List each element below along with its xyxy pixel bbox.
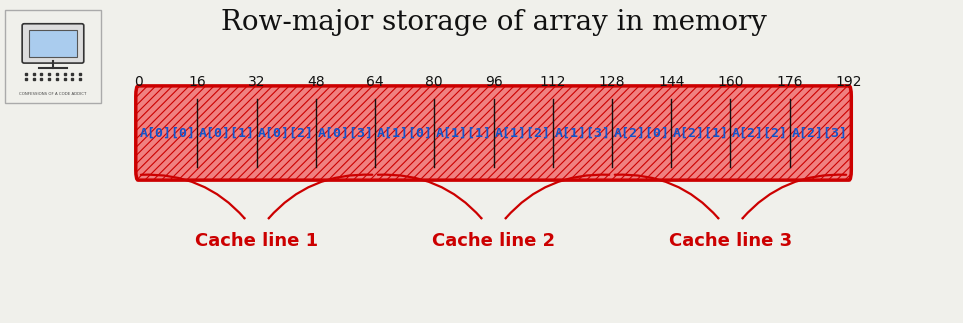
Text: A[0][1]: A[0][1] <box>199 127 255 140</box>
FancyArrowPatch shape <box>506 175 610 218</box>
Text: 80: 80 <box>426 75 443 89</box>
Text: Cache line 1: Cache line 1 <box>195 233 318 251</box>
Text: Cache line 2: Cache line 2 <box>432 233 555 251</box>
FancyArrowPatch shape <box>614 175 718 218</box>
Text: 144: 144 <box>658 75 685 89</box>
Text: 112: 112 <box>539 75 566 89</box>
Text: A[0][0]: A[0][0] <box>140 127 195 140</box>
Text: 16: 16 <box>189 75 206 89</box>
Text: 0: 0 <box>134 75 143 89</box>
Text: A[2][2]: A[2][2] <box>732 127 788 140</box>
Bar <box>29 30 77 57</box>
FancyArrowPatch shape <box>141 175 245 218</box>
Text: CONFESSIONS OF A CODE ADDICT: CONFESSIONS OF A CODE ADDICT <box>19 92 87 96</box>
FancyBboxPatch shape <box>136 86 851 180</box>
Text: 32: 32 <box>247 75 266 89</box>
FancyBboxPatch shape <box>22 24 84 63</box>
Title: Row-major storage of array in memory: Row-major storage of array in memory <box>221 9 767 36</box>
Text: A[2][0]: A[2][0] <box>613 127 669 140</box>
Text: A[1][1]: A[1][1] <box>436 127 492 140</box>
Text: A[2][1]: A[2][1] <box>673 127 729 140</box>
Text: 96: 96 <box>484 75 503 89</box>
Text: 160: 160 <box>717 75 743 89</box>
FancyArrowPatch shape <box>269 175 373 218</box>
Text: 48: 48 <box>307 75 325 89</box>
FancyArrowPatch shape <box>377 175 482 218</box>
Text: 192: 192 <box>836 75 862 89</box>
Text: Cache line 3: Cache line 3 <box>669 233 792 251</box>
Text: A[0][2]: A[0][2] <box>258 127 314 140</box>
Text: A[0][3]: A[0][3] <box>318 127 374 140</box>
Text: A[1][2]: A[1][2] <box>495 127 551 140</box>
FancyArrowPatch shape <box>742 175 846 218</box>
Text: A[2][3]: A[2][3] <box>792 127 847 140</box>
Text: 64: 64 <box>366 75 384 89</box>
Text: 176: 176 <box>776 75 803 89</box>
Text: 128: 128 <box>599 75 625 89</box>
Text: A[1][0]: A[1][0] <box>377 127 432 140</box>
Text: A[1][3]: A[1][3] <box>555 127 611 140</box>
